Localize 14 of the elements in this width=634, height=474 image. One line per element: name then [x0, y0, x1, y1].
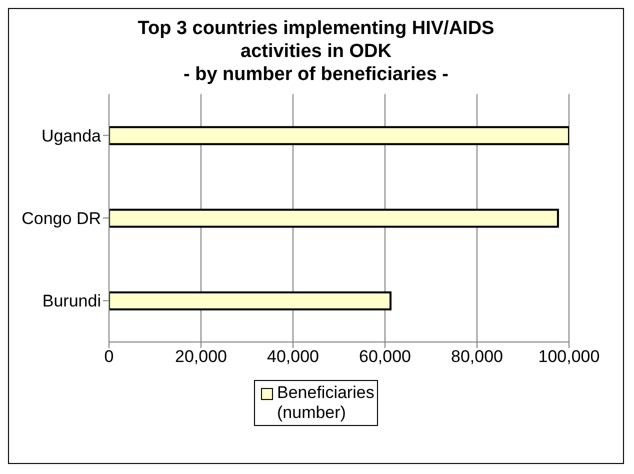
- y-tick-label: Congo DR: [22, 209, 101, 228]
- x-tick-label: 80,000: [451, 347, 503, 366]
- y-tick-label: Uganda: [41, 126, 102, 146]
- y-tick-label: Burundi: [42, 292, 101, 311]
- x-tick-label: 0: [104, 347, 114, 366]
- chart-title: Top 3 countries implementing HIV/AIDS activities in ODK - by number of beneficiaries -: [136, 17, 496, 86]
- x-tick-label: 20,000: [175, 347, 227, 366]
- x-tick-label: 40,000: [267, 347, 319, 366]
- x-tick-label: 60,000: [359, 347, 411, 366]
- legend-label: Beneficiaries (number): [277, 383, 374, 423]
- bar: [109, 126, 569, 146]
- bar: [109, 291, 392, 310]
- x-tick-label: 100,000: [538, 347, 600, 366]
- bar: [109, 208, 559, 228]
